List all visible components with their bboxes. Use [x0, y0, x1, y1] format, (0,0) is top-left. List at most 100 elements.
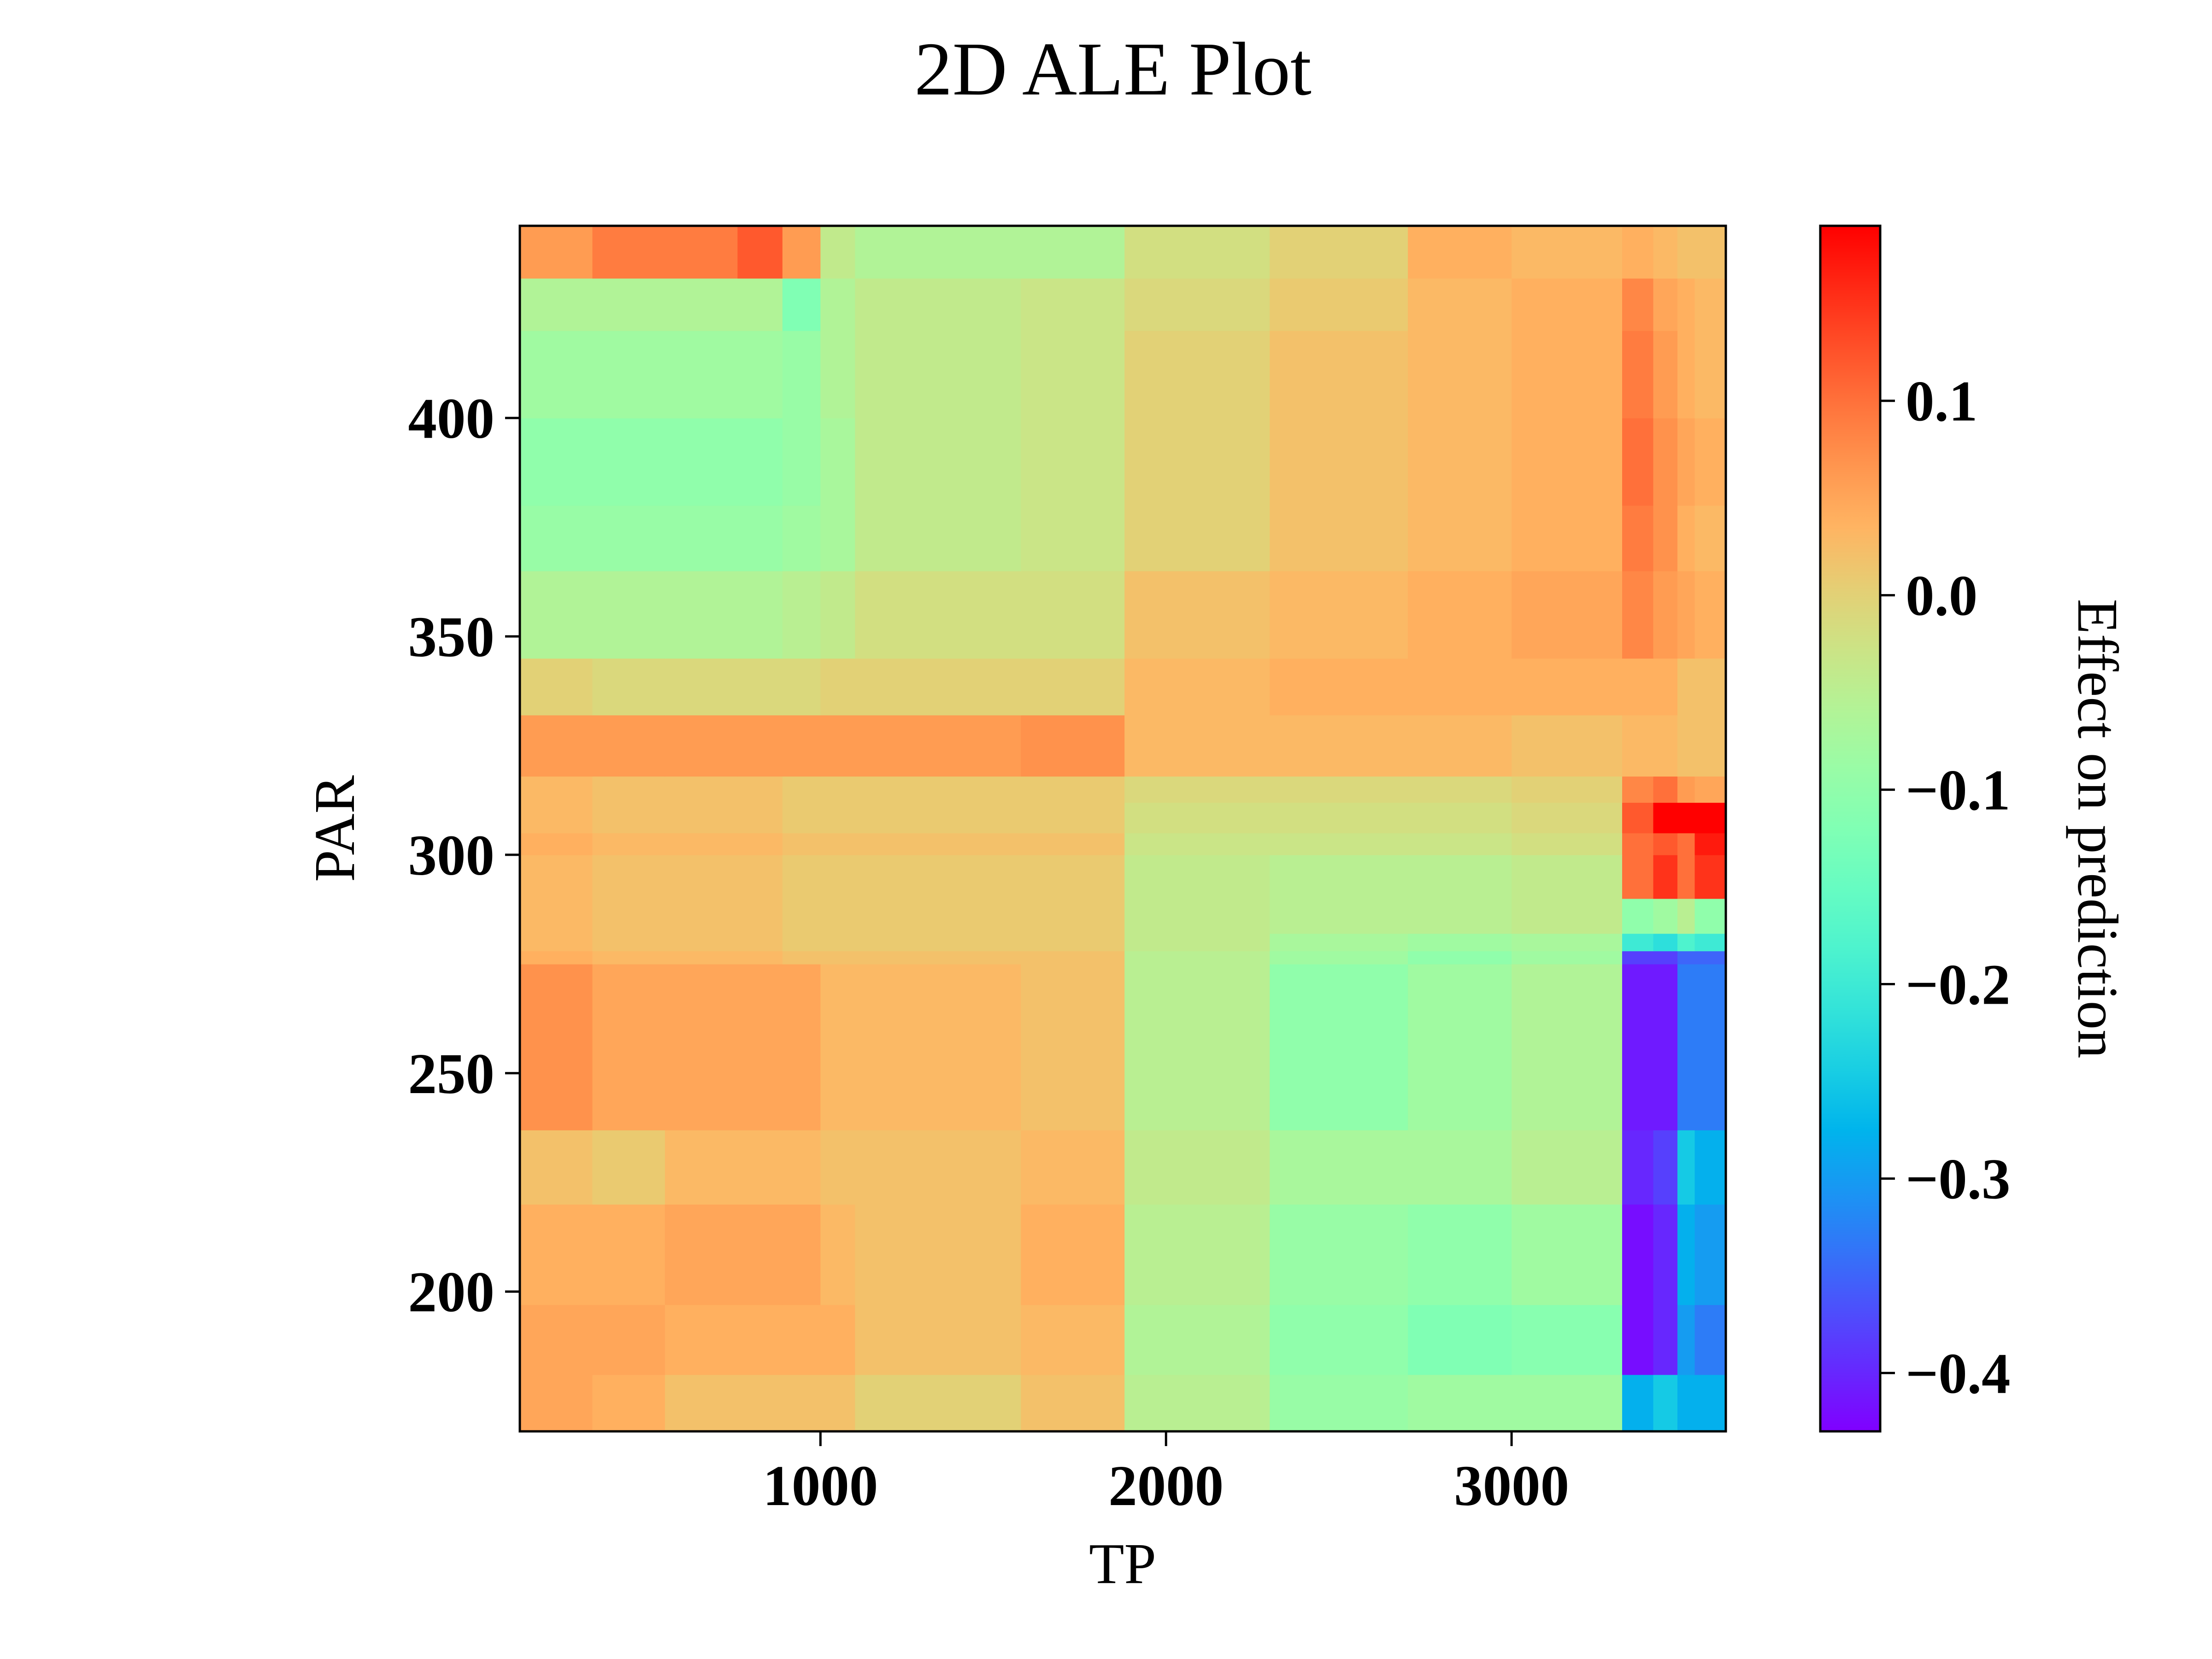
heatmap-cell: [1408, 776, 1512, 803]
x-tick-label: 3000: [1454, 1454, 1569, 1518]
heatmap-cell: [1512, 278, 1623, 331]
heatmap-cell: [737, 898, 783, 934]
heatmap-cell: [737, 1130, 783, 1205]
heatmap-cell: [782, 418, 821, 506]
heatmap-cell: [855, 1374, 1022, 1432]
heatmap-cell: [520, 658, 593, 716]
heatmap-cell: [1270, 418, 1408, 506]
heatmap-cell: [737, 1305, 783, 1375]
heatmap-cell: [1512, 1204, 1623, 1305]
heatmap-cell: [737, 658, 783, 716]
heatmap-cell: [1021, 833, 1125, 855]
heatmap-cell: [592, 933, 665, 952]
heatmap-cell: [520, 1204, 593, 1305]
heatmap-cell: [1270, 1374, 1408, 1432]
heatmap-cell: [665, 964, 738, 1130]
heatmap-cell: [1694, 898, 1726, 934]
heatmap-cell: [737, 715, 783, 777]
heatmap-cell: [820, 330, 856, 418]
heatmap-cell: [520, 1130, 593, 1205]
heatmap-cell: [1270, 951, 1408, 965]
heatmap-cell: [1677, 330, 1695, 418]
heatmap-cell: [820, 951, 856, 965]
heatmap-cell: [1622, 226, 1654, 279]
heatmap-cell: [1694, 571, 1726, 659]
heatmap-cell: [1270, 226, 1408, 279]
heatmap-cell: [1408, 1204, 1512, 1305]
heatmap-cell: [737, 1204, 783, 1305]
heatmap-cell: [737, 571, 783, 659]
heatmap-cell: [782, 278, 821, 331]
heatmap-cell: [1653, 776, 1678, 803]
heatmap-cell: [1021, 1374, 1125, 1432]
colorbar-label: Effect on prediction: [2065, 599, 2129, 1058]
heatmap-cell: [820, 418, 856, 506]
heatmap-cell: [1653, 330, 1678, 418]
heatmap-cell: [592, 854, 665, 899]
heatmap-cell: [1694, 964, 1726, 1130]
heatmap-cell: [1622, 1305, 1654, 1375]
heatmap-cell: [1021, 658, 1125, 716]
heatmap-cell: [1653, 964, 1678, 1130]
heatmap-cell: [1021, 898, 1125, 934]
heatmap-cell: [1512, 1374, 1623, 1432]
heatmap-cell: [1124, 951, 1270, 965]
heatmap-cell: [1677, 1204, 1695, 1305]
heatmap-cell: [737, 833, 783, 855]
heatmap-cell: [782, 330, 821, 418]
heatmap-cell: [1653, 1130, 1678, 1205]
heatmap-cell: [592, 658, 665, 716]
heatmap-cell: [1124, 658, 1270, 716]
heatmap-cell: [855, 278, 1022, 331]
heatmap-cell: [1677, 964, 1695, 1130]
heatmap-cell: [1622, 933, 1654, 952]
heatmap-cell: [1124, 964, 1270, 1130]
heatmap-cell: [1653, 898, 1678, 934]
x-axis-label: TP: [1089, 1532, 1156, 1596]
heatmap-cell: [1270, 1130, 1408, 1205]
heatmap-cell: [520, 802, 593, 834]
heatmap-cell: [1694, 278, 1726, 331]
heatmap-cell: [1408, 330, 1512, 418]
heatmap-cell: [592, 330, 665, 418]
heatmap-cell: [737, 854, 783, 899]
heatmap-cell: [737, 418, 783, 506]
heatmap-cell: [1021, 715, 1125, 777]
heatmap-cell: [1270, 1204, 1408, 1305]
heatmap-cell: [1124, 1204, 1270, 1305]
heatmap-cell: [1677, 951, 1695, 965]
x-tick-label: 2000: [1108, 1454, 1224, 1518]
heatmap-cell: [520, 898, 593, 934]
heatmap-cell: [592, 951, 665, 965]
heatmap-cell: [520, 833, 593, 855]
heatmap-cell: [1677, 898, 1695, 934]
heatmap-cell: [1653, 951, 1678, 965]
heatmap-cell: [1694, 776, 1726, 803]
heatmap-cell: [665, 1204, 738, 1305]
heatmap-cell: [520, 951, 593, 965]
heatmap-cell: [1677, 505, 1695, 571]
heatmap-cell: [665, 776, 738, 803]
heatmap-cell: [520, 226, 593, 279]
heatmap-cell: [1622, 776, 1654, 803]
heatmap-cell: [1694, 1374, 1726, 1432]
heatmap-cell: [1408, 933, 1512, 952]
heatmap-cell: [820, 278, 856, 331]
y-axis-ticks: 200 250 300 350 400: [408, 387, 520, 1324]
heatmap-cell: [1408, 802, 1512, 834]
heatmap-cell: [592, 1305, 665, 1375]
heatmap-cell: [592, 278, 665, 331]
heatmap-cell: [1622, 802, 1654, 834]
heatmap-cell: [782, 505, 821, 571]
heatmap-cell: [1270, 933, 1408, 952]
heatmap-cell: [665, 933, 738, 952]
y-tick-label: 400: [408, 387, 495, 451]
heatmap-cell: [520, 330, 593, 418]
heatmap-cell: [1622, 658, 1654, 716]
heatmap-cell: [1677, 854, 1695, 899]
heatmap-cell: [855, 1305, 1022, 1375]
heatmap-cell: [1512, 715, 1623, 777]
heatmap-cell: [820, 505, 856, 571]
heatmap-cell: [1124, 933, 1270, 952]
heatmap-cell: [1512, 776, 1623, 803]
